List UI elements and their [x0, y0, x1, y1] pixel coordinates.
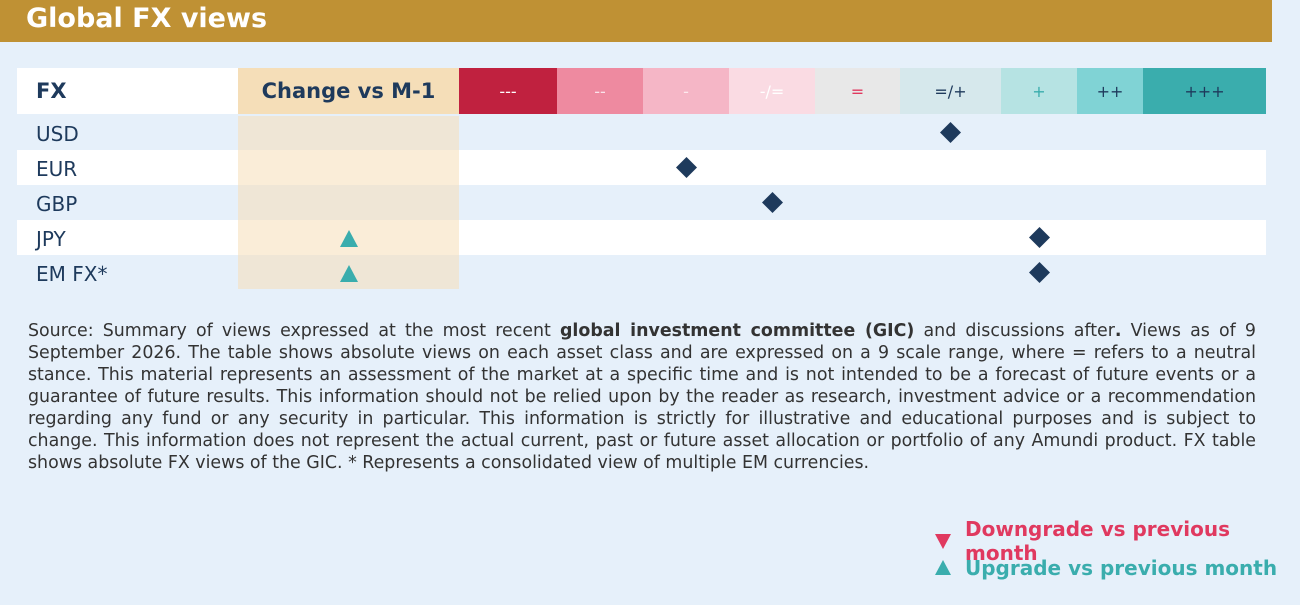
footnote-part: Source: Summary of views expressed at th… [28, 321, 560, 341]
header-cell: Change vs M-1 [238, 68, 459, 114]
diamond [761, 192, 783, 213]
change-icon [339, 264, 358, 282]
row-bg [17, 185, 1266, 220]
view-marker [761, 192, 783, 213]
footnote-part: global investment committee (GIC) [559, 321, 915, 341]
up [339, 229, 358, 247]
up [935, 560, 951, 575]
row-label: EUR [36, 156, 78, 181]
legend-icon [935, 560, 951, 575]
scale-header: + [1001, 68, 1077, 114]
title: Global FX views [26, 3, 268, 34]
view-marker [940, 122, 961, 143]
change-col-bg [238, 116, 459, 289]
row-bg [17, 220, 1266, 255]
scale-header: -/= [729, 68, 815, 114]
scale-header: -- [557, 68, 643, 114]
diamond [1028, 227, 1050, 248]
legend-icon [935, 534, 951, 549]
scale-header: ++ [1077, 68, 1143, 114]
down [935, 534, 951, 549]
row-label: USD [36, 121, 79, 146]
title-bar [0, 0, 1272, 42]
row-bg [17, 150, 1266, 185]
row-label: EM FX* [36, 261, 108, 286]
row-label: JPY [36, 226, 66, 251]
view-marker [1028, 227, 1050, 248]
row-bg [17, 116, 1266, 150]
diamond [1028, 262, 1050, 283]
scale-header: --- [459, 68, 557, 114]
footnote-part: Views as of 9 September 2026. The table … [28, 321, 1256, 473]
footnote: Source: Summary of views expressed at th… [28, 320, 1256, 474]
view-marker [1028, 262, 1050, 283]
row-bg [17, 255, 1266, 290]
scale-header: +++ [1143, 68, 1266, 114]
row-label: GBP [36, 191, 78, 216]
legend-label: Upgrade vs previous month [965, 556, 1278, 580]
diamond [675, 157, 697, 178]
up [339, 264, 358, 282]
view-marker [675, 157, 697, 178]
scale-header: =/+ [900, 68, 1001, 114]
change-icon [339, 229, 358, 247]
footnote-part: and discussions after [914, 321, 1115, 341]
scale-header: - [643, 68, 729, 114]
header-cell: FX [17, 68, 238, 114]
legend-label: Downgrade vs previous month [965, 517, 1230, 565]
diamond [940, 122, 961, 143]
footnote-part: . [1114, 321, 1122, 341]
scale-header: = [815, 68, 900, 114]
